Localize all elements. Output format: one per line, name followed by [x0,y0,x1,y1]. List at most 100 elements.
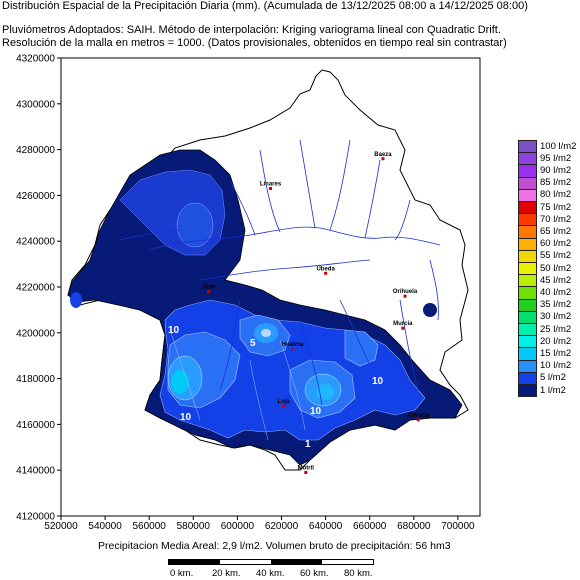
city-dot [282,404,286,408]
precip-cell-west [70,292,82,308]
precip-cell-east [423,303,437,317]
isoline-label: 1 [305,439,311,450]
isoline-label: 5 [250,338,256,349]
y-tick-label: 4200000 [16,328,55,339]
legend-label: 15 l/m2 [540,347,572,359]
legend-swatch [518,335,537,349]
legend-swatch [518,249,537,263]
scale-label: 80 km. [344,568,373,579]
y-tick-label: 4140000 [16,466,55,477]
legend-label: 80 l/m2 [540,189,572,201]
y-tick-label: 4240000 [16,237,55,248]
legend-swatch [518,213,537,227]
legend-swatch [518,359,537,373]
x-tick-label: 620000 [265,521,299,532]
city-dot [324,271,328,275]
summary-text: Precipitacion Media Areal: 2,9 l/m2. Vol… [98,540,451,552]
x-tick-label: 520000 [44,521,78,532]
legend-swatch [518,176,537,190]
city-marker: Orihuela [393,289,418,298]
x-tick-label: 580000 [177,521,211,532]
legend-swatch [518,298,537,312]
x-axis: 520000 540000 560000 580000 600000 620000 6400… [44,516,475,532]
map-title: Distribución Espacial de la Precipitació… [2,0,528,12]
legend-label: 70 l/m2 [540,213,572,225]
city-marker: Motril [298,465,315,474]
legend-label: 95 l/m2 [540,152,572,164]
legend-swatch [518,225,537,239]
city-marker: Murcia [393,321,413,330]
legend-label: 55 l/m2 [540,250,572,262]
legend-label: 65 l/m2 [540,225,572,237]
scale-label: 0 km. [170,568,194,579]
legend-label: 60 l/m2 [540,238,572,250]
y-tick-label: 4280000 [16,145,55,156]
method-note: Pluviómetros Adoptados: SAIH. Método de … [2,24,501,36]
x-tick-label: 700000 [441,521,475,532]
legend-swatch [518,188,537,202]
legend-label: 10 l/m2 [540,360,572,372]
legend-swatch [518,347,537,361]
legend-label: 20 l/m2 [540,335,572,347]
scale-segment [169,560,220,564]
legend-label: 75 l/m2 [540,201,572,213]
city-marker: Almería [407,413,430,422]
city-label: Huelma [282,342,304,348]
legend-label: 5 l/m2 [540,372,566,384]
x-tick-label: 560000 [133,521,167,532]
x-tick-label: 640000 [309,521,343,532]
resolution-note: Resolución de la malla en metros = 1000.… [2,37,507,49]
city-label: Úbeda [316,265,335,272]
isoline-label: 10 [372,376,384,387]
y-tick-label: 4220000 [16,283,55,294]
precip-core-20-west [171,370,189,394]
river-network [119,139,441,406]
isoline-label: 10 [310,406,322,417]
city-marker: Baeza [374,152,392,161]
city-marker: Úbeda [316,265,335,275]
y-tick-label: 4120000 [16,512,55,523]
legend-swatch [518,152,537,166]
city-dot [416,418,420,422]
city-dot [401,326,405,330]
city-dot [304,470,308,474]
city-marker: Huelma [282,342,304,351]
scale-label: 40 km. [256,568,285,579]
scale-label: 60 km. [300,568,329,579]
city-label: Almería [407,413,430,419]
city-marker: Linares [260,182,282,191]
y-tick-label: 4300000 [16,99,55,110]
legend-label: 85 l/m2 [540,177,572,189]
legend-swatch [518,310,537,324]
city-marker: Loja [278,399,291,408]
city-dot [207,290,211,294]
legend-swatch [518,164,537,178]
scale-bar [168,559,374,565]
city-label: Murcia [393,321,413,327]
legend-label: 50 l/m2 [540,262,572,274]
city-label: Linares [260,182,282,188]
legend-swatch [518,371,537,385]
city-marker: Jaén [202,285,216,294]
y-tick-label: 4160000 [16,420,55,431]
precip-band-10-d [344,329,379,367]
legend-swatch [518,274,537,288]
x-tick-label: 600000 [221,521,255,532]
city-dot [403,294,407,298]
city-dot [269,187,272,191]
river-network-south [169,329,306,441]
x-tick-label: 680000 [397,521,431,532]
isoline-label: 10 [168,325,180,336]
legend-swatch [518,286,537,300]
scale-segment [271,560,322,564]
city-markers: Jaén Huelma Baeza Úbeda Linares Orihuela Murci… [202,152,430,474]
y-tick-label: 4260000 [16,191,55,202]
city-label: Motril [298,465,315,471]
city-label: Jaén [202,285,216,291]
legend-label: 90 l/m2 [540,164,572,176]
legend-label: 30 l/m2 [540,311,572,323]
y-tick-label: 4320000 [16,54,55,65]
legend-label: 45 l/m2 [540,274,572,286]
isoline-label: 10 [180,412,192,423]
